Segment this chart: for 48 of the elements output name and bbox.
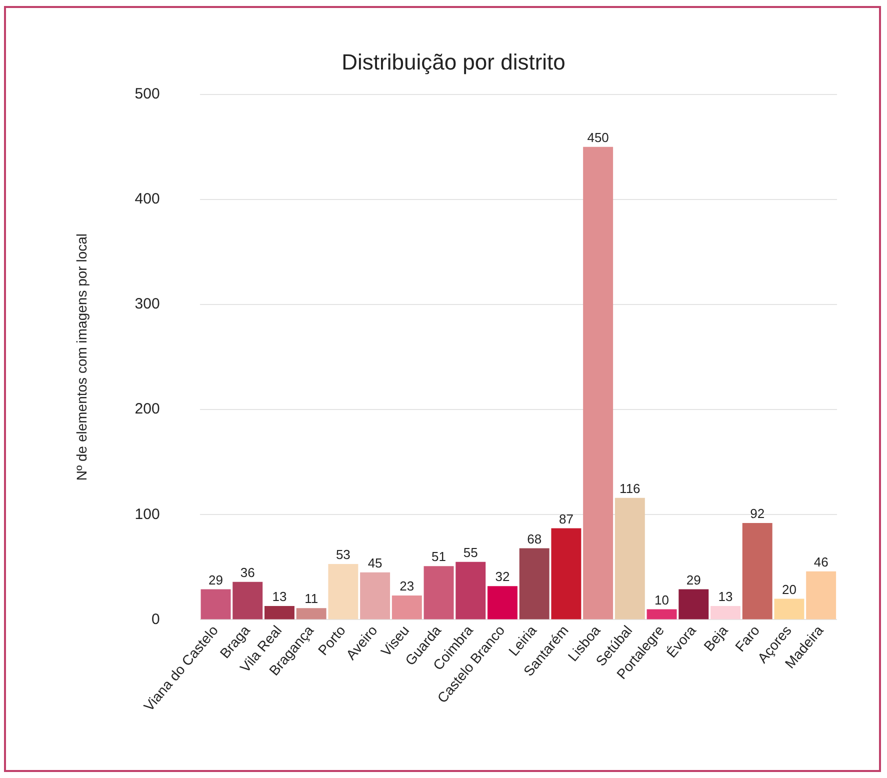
data-label: 11: [304, 591, 318, 606]
y-tick-label: 400: [134, 190, 160, 208]
bar: [456, 562, 486, 620]
data-label: 13: [272, 589, 287, 604]
data-label: 68: [527, 531, 542, 546]
bar: [519, 548, 550, 620]
bar: [488, 586, 518, 620]
data-label: 92: [750, 506, 765, 522]
data-label: 55: [463, 545, 478, 560]
bar: [742, 523, 772, 620]
bar: [678, 589, 709, 620]
data-label: 87: [558, 511, 574, 526]
bar: [232, 582, 263, 620]
bar: [614, 498, 645, 620]
bar: [328, 564, 358, 620]
bar: [710, 606, 740, 620]
chart-title: Distribuição por distrito: [342, 49, 566, 74]
bar: [296, 608, 326, 620]
bar: [646, 609, 677, 620]
bar: [392, 596, 422, 620]
bar: [200, 589, 231, 620]
bar: [774, 598, 804, 620]
y-axis-title: Nº de elementos com imagens por local: [73, 233, 90, 481]
bar: [424, 566, 454, 620]
data-label: 36: [240, 564, 255, 580]
bar: [551, 528, 582, 620]
data-label: 51: [432, 549, 446, 564]
data-label: 45: [368, 556, 382, 571]
y-tick-label: 200: [134, 400, 160, 418]
data-label: 46: [814, 554, 828, 570]
y-tick-label: 100: [134, 506, 160, 523]
bar: [264, 606, 294, 620]
y-tick-label: 0: [151, 610, 160, 628]
data-label: 29: [208, 572, 223, 588]
data-label: 20: [782, 582, 796, 597]
y-tick-label: 300: [134, 296, 160, 313]
data-label: 29: [686, 572, 701, 588]
y-tick-label: 500: [134, 86, 160, 103]
bar: [360, 572, 390, 620]
bar: [583, 146, 614, 620]
data-label: 10: [654, 592, 670, 608]
bar: [806, 571, 836, 620]
data-label: 13: [718, 589, 733, 604]
data-label: 23: [400, 578, 414, 594]
data-label: 53: [336, 547, 350, 562]
data-label: 450: [587, 130, 609, 146]
data-label: 32: [495, 569, 510, 584]
data-label: 116: [620, 480, 640, 496]
